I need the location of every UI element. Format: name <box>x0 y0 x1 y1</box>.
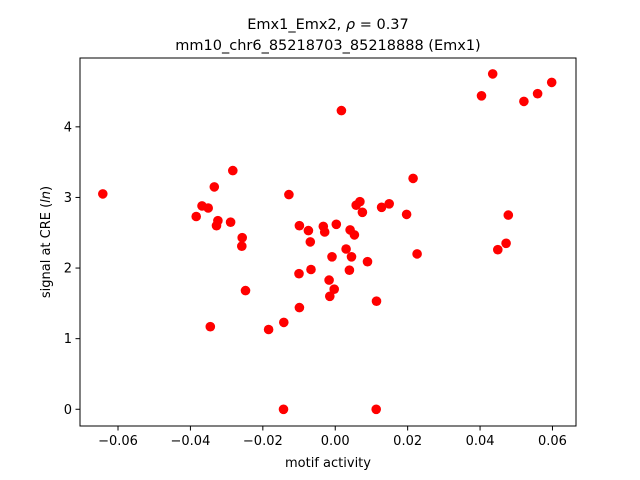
data-point <box>487 69 498 79</box>
plot-frame <box>79 57 577 427</box>
data-point <box>240 285 251 296</box>
data-point <box>519 96 529 107</box>
y-axis-label: signal at CRE (ln) <box>39 186 54 298</box>
chart-title-line-2: mm10_chr6_85218703_85218888 (Emx1) <box>175 38 480 54</box>
x-axis-label: motif activity <box>285 456 371 471</box>
y-axis-label-italic: ln <box>39 191 54 203</box>
data-point <box>331 219 342 230</box>
data-point <box>327 251 337 262</box>
chart-title-line-1: Emx1_Emx2, ρ = 0.37 <box>247 17 409 33</box>
data-point <box>294 302 305 313</box>
y-tick-label: 0 <box>64 403 72 418</box>
y-axis-label-suffix: ) <box>39 186 54 191</box>
data-point <box>319 227 330 237</box>
title-prefix: Emx1_Emx2, <box>247 17 346 33</box>
data-point <box>279 317 289 328</box>
data-point <box>329 284 340 295</box>
data-point <box>205 321 216 332</box>
data-point <box>225 217 236 227</box>
data-point <box>203 203 213 213</box>
chart-title: Emx1_Emx2, ρ = 0.37 mm10_chr6_85218703_8… <box>175 17 480 54</box>
data-point <box>324 275 334 285</box>
title-rho-symbol: ρ <box>346 17 356 33</box>
data-point <box>532 88 543 99</box>
data-point <box>501 238 511 249</box>
x-tick-label: 0.04 <box>466 434 495 449</box>
y-tick-label: 4 <box>64 120 72 135</box>
data-point <box>191 211 201 222</box>
title-rho-value: = 0.37 <box>355 17 409 33</box>
data-point <box>376 202 387 213</box>
data-point <box>213 215 223 226</box>
data-point <box>357 207 368 218</box>
data-points <box>98 69 557 415</box>
x-tick-label: −0.06 <box>98 434 138 449</box>
data-point <box>346 251 357 262</box>
data-point <box>412 249 422 259</box>
x-tick-label: −0.02 <box>243 434 283 449</box>
y-axis-ticks: 0 1 2 3 4 <box>64 120 80 418</box>
y-tick-label: 3 <box>64 191 72 206</box>
data-point <box>294 220 305 231</box>
y-tick-label: 1 <box>64 332 72 347</box>
x-tick-label: 0.06 <box>538 434 567 449</box>
data-point <box>355 196 365 207</box>
y-tick-label: 2 <box>64 262 72 277</box>
x-tick-label: 0.00 <box>321 434 350 449</box>
data-point <box>401 209 412 220</box>
x-axis-ticks: −0.06 −0.04 −0.02 0.00 0.02 0.04 0.06 <box>98 426 567 449</box>
data-point <box>349 230 360 240</box>
data-point <box>503 210 514 220</box>
data-point <box>336 105 347 116</box>
data-point <box>237 232 247 243</box>
y-axis-label-prefix: signal at CRE ( <box>39 203 54 298</box>
data-point <box>306 264 316 275</box>
data-point <box>294 268 304 279</box>
x-tick-label: −0.04 <box>171 434 211 449</box>
data-point <box>284 189 294 200</box>
data-point <box>493 244 503 255</box>
x-tick-label: 0.02 <box>393 434 422 449</box>
data-point <box>476 91 487 101</box>
data-point <box>344 265 355 276</box>
data-point <box>278 404 289 415</box>
data-point <box>263 324 274 335</box>
data-point <box>546 77 557 88</box>
data-point <box>408 173 418 184</box>
data-point <box>362 256 373 267</box>
data-point <box>371 296 382 307</box>
data-point <box>303 225 314 236</box>
data-point <box>209 182 220 192</box>
data-point <box>98 189 108 199</box>
data-point <box>341 244 351 254</box>
data-point <box>237 241 247 251</box>
data-point <box>325 291 335 302</box>
data-point <box>384 199 395 209</box>
data-point <box>371 404 382 415</box>
data-point <box>305 237 316 247</box>
data-point <box>228 165 238 176</box>
